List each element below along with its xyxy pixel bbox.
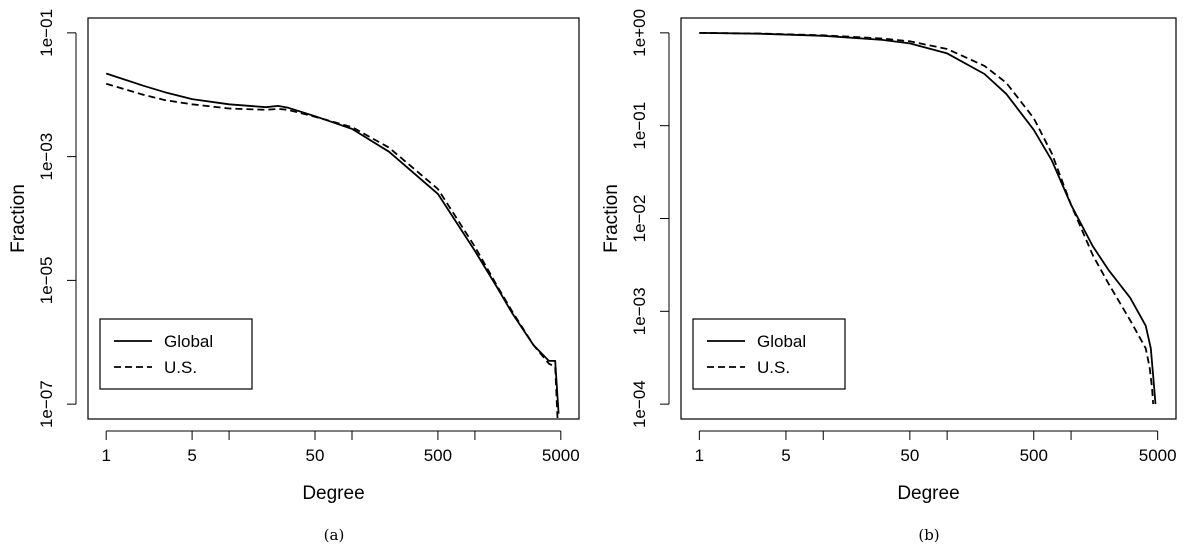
x-tick-label: 1: [101, 446, 110, 465]
legend: Global U.S.: [99, 318, 253, 390]
legend-label: Global: [164, 332, 213, 351]
legend-box: [692, 318, 846, 390]
legend-label: U.S.: [757, 358, 790, 377]
x-tick-label: 1: [695, 446, 704, 465]
x-tick-label: 50: [306, 446, 325, 465]
y-axis-title: Fraction: [601, 184, 622, 253]
x-tick-label: 50: [900, 446, 919, 465]
x-axis-title: Degree: [897, 483, 959, 504]
plot-frame: [680, 17, 1177, 420]
y-tick-label: 1e−03: [630, 287, 649, 335]
panel-a: 1 5 50 500 5000 1e−07 1e−05 1e−03 1e−01 Degree Fra…: [8, 9, 580, 544]
series-line-u-s: [699, 32, 1155, 405]
series-line-u-s: [105, 82, 559, 418]
plot-frame: [87, 17, 580, 420]
legend-label: Global: [757, 332, 806, 351]
x-tick-label: 5000: [1139, 446, 1177, 465]
y-tick-label: 1e−07: [37, 380, 56, 428]
x-tick-label: 500: [1020, 446, 1048, 465]
x-tick-label: 5: [781, 446, 790, 465]
panel-caption: (a): [324, 526, 345, 544]
x-tick-label: 500: [424, 446, 452, 465]
y-tick-label: 1e+00: [630, 9, 649, 57]
panel-caption: (b): [918, 526, 939, 544]
y-tick-label: 1e−03: [37, 133, 56, 181]
panel-b: 1 5 50 500 5000 1e−04 1e−03 1e−02 1e−01 1e+00 Degr…: [601, 9, 1177, 544]
y-tick-label: 1e−04: [630, 380, 649, 428]
y-tick-label: 1e−01: [37, 9, 56, 57]
legend: Global U.S.: [692, 318, 846, 390]
y-tick-label: 1e−01: [630, 102, 649, 150]
x-tick-label: 5000: [542, 446, 580, 465]
y-axis-title: Fraction: [8, 184, 29, 253]
y-tick-label: 1e−05: [37, 257, 56, 305]
legend-box: [99, 318, 253, 390]
x-axis-title: Degree: [302, 483, 364, 504]
y-tick-label: 1e−02: [630, 195, 649, 243]
series-line-global: [699, 32, 1157, 405]
legend-label: U.S.: [164, 358, 197, 377]
x-tick-label: 5: [187, 446, 196, 465]
